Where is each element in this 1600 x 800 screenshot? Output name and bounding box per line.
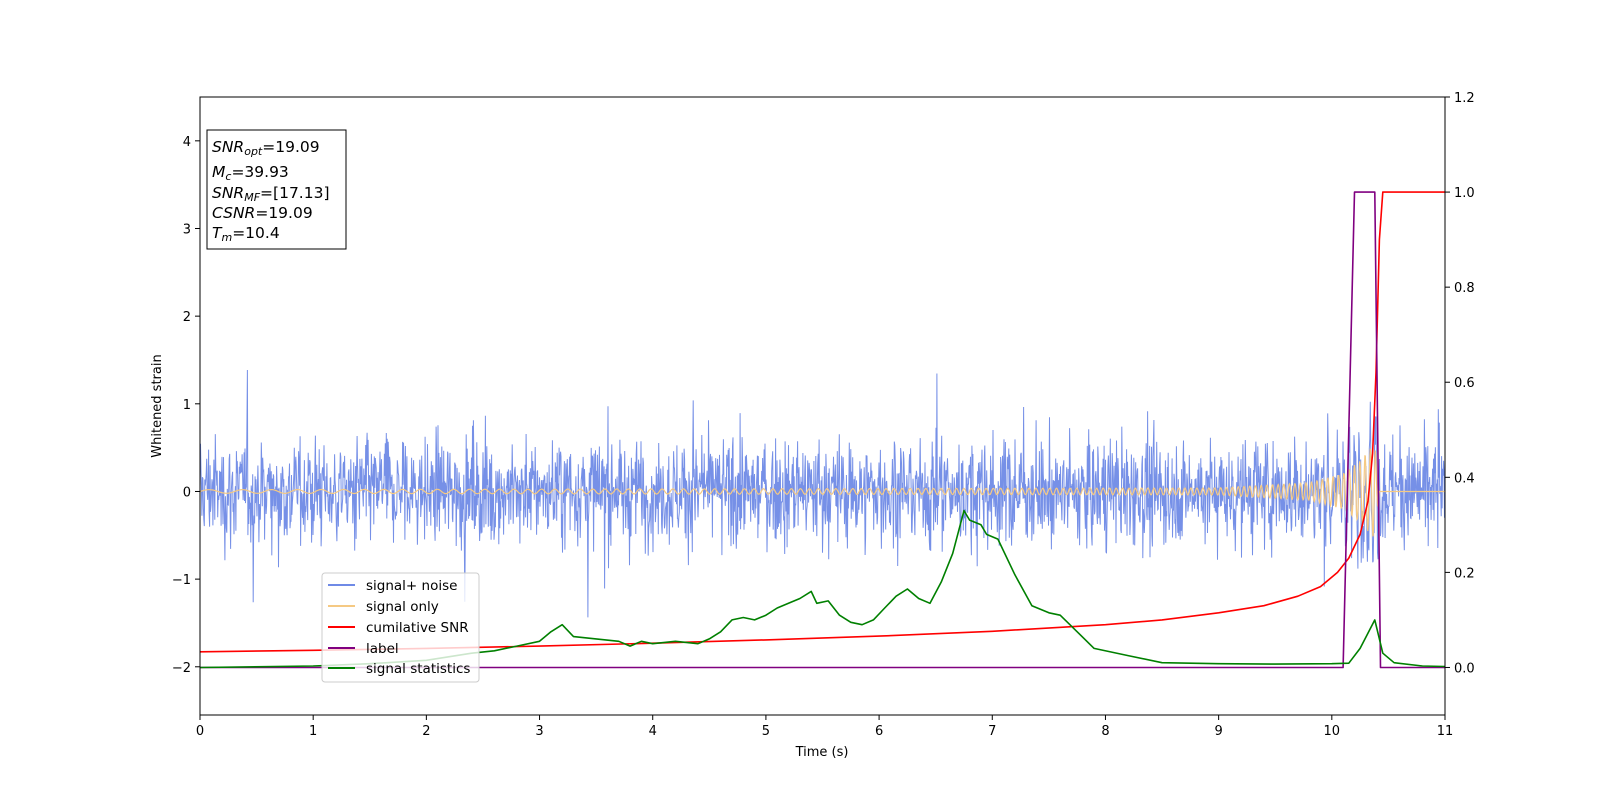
y-tick-label: −2 <box>172 661 191 676</box>
plot-area <box>200 191 1445 669</box>
y-tick-label: 0 <box>183 485 191 500</box>
legend-frame <box>321 572 480 683</box>
x-tick-label: 3 <box>535 724 543 739</box>
x-tick-label: 2 <box>422 724 430 739</box>
y-tick-label: −1 <box>172 573 191 588</box>
y-axis-label: Whitened strain <box>150 354 165 457</box>
legend-label-signal-noise: signal+ noise <box>366 578 457 594</box>
legend-label-signal-only: signal only <box>366 599 439 615</box>
info-snr-mf: SNRMF=[17.13] <box>212 184 330 204</box>
legend-label-signal-statistics: signal statistics <box>366 661 470 677</box>
x-tick-label: 7 <box>988 724 996 739</box>
y2-tick-label: 0.8 <box>1454 281 1475 296</box>
y-tick-label: 2 <box>183 310 191 325</box>
y2-axis-ticks: 1.2 1.0 0.8 0.6 0.4 0.2 0.0 <box>1445 91 1475 676</box>
x-tick-label: 0 <box>196 724 204 739</box>
info-snr-opt: SNRopt=19.09 <box>212 138 320 158</box>
x-tick-label: 8 <box>1101 724 1109 739</box>
series-label <box>200 191 1445 669</box>
series-group <box>200 191 1445 669</box>
x-axis-label: Time (s) <box>795 745 849 760</box>
y2-tick-label: 0.0 <box>1454 661 1475 676</box>
legend-label-cumulative-snr: cumilative SNR <box>366 620 469 636</box>
series-cumulative-snr <box>200 191 1445 653</box>
y-tick-label: 1 <box>183 398 191 413</box>
x-axis-ticks: 0 1 2 3 4 5 6 7 8 9 10 11 <box>196 715 1453 739</box>
y2-tick-label: 1.0 <box>1454 186 1475 201</box>
x-tick-label: 6 <box>875 724 883 739</box>
series-signal-only <box>200 448 1445 537</box>
info-box: SNRopt=19.09 Mc=39.93 SNRMF=[17.13] CSNR… <box>206 129 347 250</box>
info-mc: Mc=39.93 <box>212 163 289 183</box>
y-tick-label: 4 <box>183 135 191 150</box>
x-tick-label: 1 <box>309 724 317 739</box>
x-tick-label: 10 <box>1324 724 1341 739</box>
y-tick-label: 3 <box>183 222 191 237</box>
y-axis-ticks: 4 3 2 1 0 −1 −2 <box>172 135 200 676</box>
series-signal-noise <box>200 369 1445 618</box>
x-tick-label: 9 <box>1214 724 1222 739</box>
legend-label-label: label <box>366 641 399 657</box>
legend: signal+ noise signal only cumilative SNR… <box>321 572 480 683</box>
x-tick-label: 11 <box>1437 724 1454 739</box>
y2-tick-label: 0.6 <box>1454 376 1475 391</box>
y2-tick-label: 0.4 <box>1454 471 1475 486</box>
y2-tick-label: 1.2 <box>1454 91 1475 106</box>
info-box-frame <box>206 129 347 250</box>
info-csnr: CSNR=19.09 <box>212 204 313 222</box>
info-tm: Tm=10.4 <box>212 224 280 244</box>
axes-frame <box>199 96 1446 716</box>
series-signal-statistics <box>200 509 1445 669</box>
x-tick-label: 5 <box>762 724 770 739</box>
y2-tick-label: 0.2 <box>1454 566 1475 581</box>
x-tick-label: 4 <box>649 724 657 739</box>
